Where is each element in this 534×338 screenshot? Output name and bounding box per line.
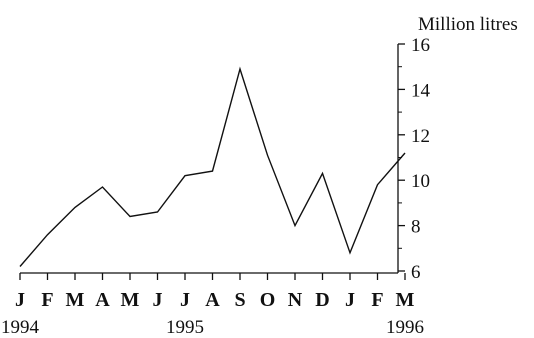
y-tick-label: 6 <box>411 262 421 283</box>
x-tick-label: J <box>15 289 25 311</box>
x-tick-label: F <box>371 289 383 311</box>
y-tick-label: 8 <box>411 217 421 238</box>
year-label: 1994 <box>1 317 40 338</box>
x-tick-label: S <box>234 289 245 311</box>
x-tick-label: M <box>121 289 140 311</box>
y-tick-label: 10 <box>411 171 430 192</box>
x-tick-label: M <box>66 289 85 311</box>
x-tick-label: F <box>41 289 53 311</box>
x-tick-label: A <box>205 289 220 311</box>
year-labels: 1994 1995 1996 <box>1 317 424 338</box>
x-tick-label: A <box>95 289 110 311</box>
x-tick-label: M <box>396 289 415 311</box>
series-line <box>19 66 406 267</box>
x-tick-label: O <box>260 289 276 311</box>
series-layer <box>19 66 406 267</box>
year-label: 1995 <box>166 317 204 338</box>
y-axis-unit-label: Million litres <box>418 14 518 35</box>
y-tick-label: 14 <box>411 80 431 101</box>
y-tick-labels: 6 8 10 12 14 16 <box>411 35 431 283</box>
x-tick-label: D <box>315 289 329 311</box>
y-tick-label: 12 <box>411 126 430 147</box>
x-tick-label: J <box>153 289 163 311</box>
year-label: 1996 <box>386 317 424 338</box>
x-tick-label: J <box>180 289 190 311</box>
x-tick-label: J <box>345 289 355 311</box>
x-tick-label: N <box>288 289 303 311</box>
y-tick-label: 16 <box>411 35 430 56</box>
